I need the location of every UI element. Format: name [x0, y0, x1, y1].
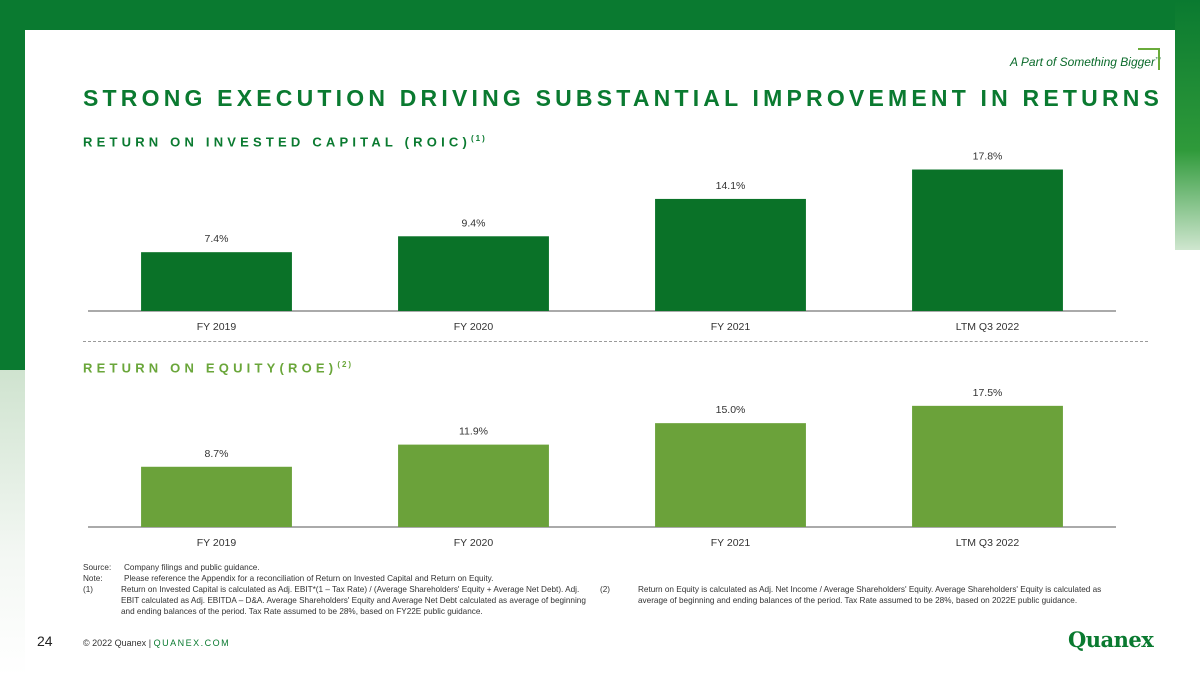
bar: [398, 444, 549, 527]
data-label: 8.7%: [205, 448, 229, 460]
right-green-band: [1175, 0, 1200, 250]
corner-bracket-vertical: [1158, 48, 1160, 70]
page-number: 24: [37, 633, 53, 649]
bar: [655, 423, 806, 527]
bar: [398, 236, 549, 311]
website-link[interactable]: QUANEX.COM: [153, 638, 231, 648]
left-fade-band: [0, 370, 25, 675]
category-label: FY 2020: [454, 537, 494, 549]
bar: [912, 169, 1063, 311]
roe-chart-title: RETURN ON EQUITY(ROE)(2): [83, 360, 354, 376]
category-label: FY 2021: [711, 537, 751, 549]
page-title: STRONG EXECUTION DRIVING SUBSTANTIAL IMP…: [83, 85, 1164, 111]
data-label: 15.0%: [716, 404, 746, 416]
roe-bar-chart: 8.7% FY 2019 11.9% FY 2020 15.0% FY 2021 17.5%…: [88, 387, 1116, 549]
slide-card: [25, 30, 1175, 675]
data-label: 17.5%: [973, 387, 1003, 399]
data-label: 17.8%: [973, 151, 1003, 163]
corner-bracket-horizontal: [1138, 48, 1160, 50]
bar: [912, 405, 1063, 527]
category-label: LTM Q3 2022: [956, 321, 1020, 333]
data-label: 11.9%: [459, 426, 488, 438]
category-label: LTM Q3 2022: [956, 537, 1020, 549]
category-label: FY 2019: [197, 321, 237, 333]
section-divider: [83, 341, 1148, 342]
bar: [141, 252, 292, 311]
roic-bar-chart: 7.4% FY 2019 9.4% FY 2020 14.1% FY 2021 17.8% L…: [88, 151, 1116, 333]
category-label: FY 2021: [711, 321, 751, 333]
top-green-band: [0, 0, 1200, 30]
quanex-logo: Quanex: [1068, 627, 1154, 652]
data-label: 7.4%: [205, 233, 229, 245]
tagline: A Part of Something Bigger™: [1010, 55, 1161, 69]
category-label: FY 2019: [197, 537, 237, 549]
bar: [141, 466, 292, 527]
roic-chart-title: RETURN ON INVESTED CAPITAL (ROIC)(1): [83, 134, 487, 150]
category-label: FY 2020: [454, 321, 494, 333]
footer: © 2022 Quanex | QUANEX.COM: [83, 638, 231, 648]
bar: [655, 198, 806, 311]
data-label: 9.4%: [462, 217, 486, 229]
left-green-band: [0, 0, 25, 370]
data-label: 14.1%: [716, 180, 746, 192]
